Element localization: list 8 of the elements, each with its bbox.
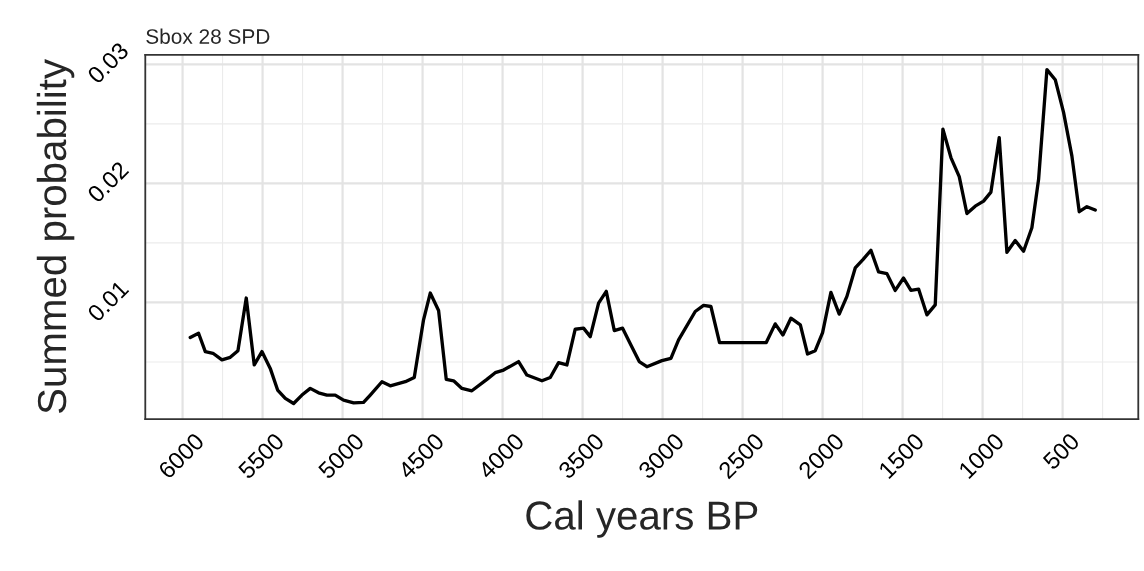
y-tick-label: 0.02 bbox=[86, 160, 130, 204]
x-tick-label: 500 bbox=[1042, 432, 1081, 471]
y-tick-label: 0.01 bbox=[86, 279, 130, 323]
y-axis-title: Summed probability bbox=[36, 59, 75, 414]
line-series bbox=[188, 67, 1097, 406]
chart-title: Sbox 28 SPD bbox=[146, 28, 270, 44]
x-axis-title: Cal years BP bbox=[526, 500, 758, 538]
y-tick-label: 0.03 bbox=[86, 41, 130, 85]
